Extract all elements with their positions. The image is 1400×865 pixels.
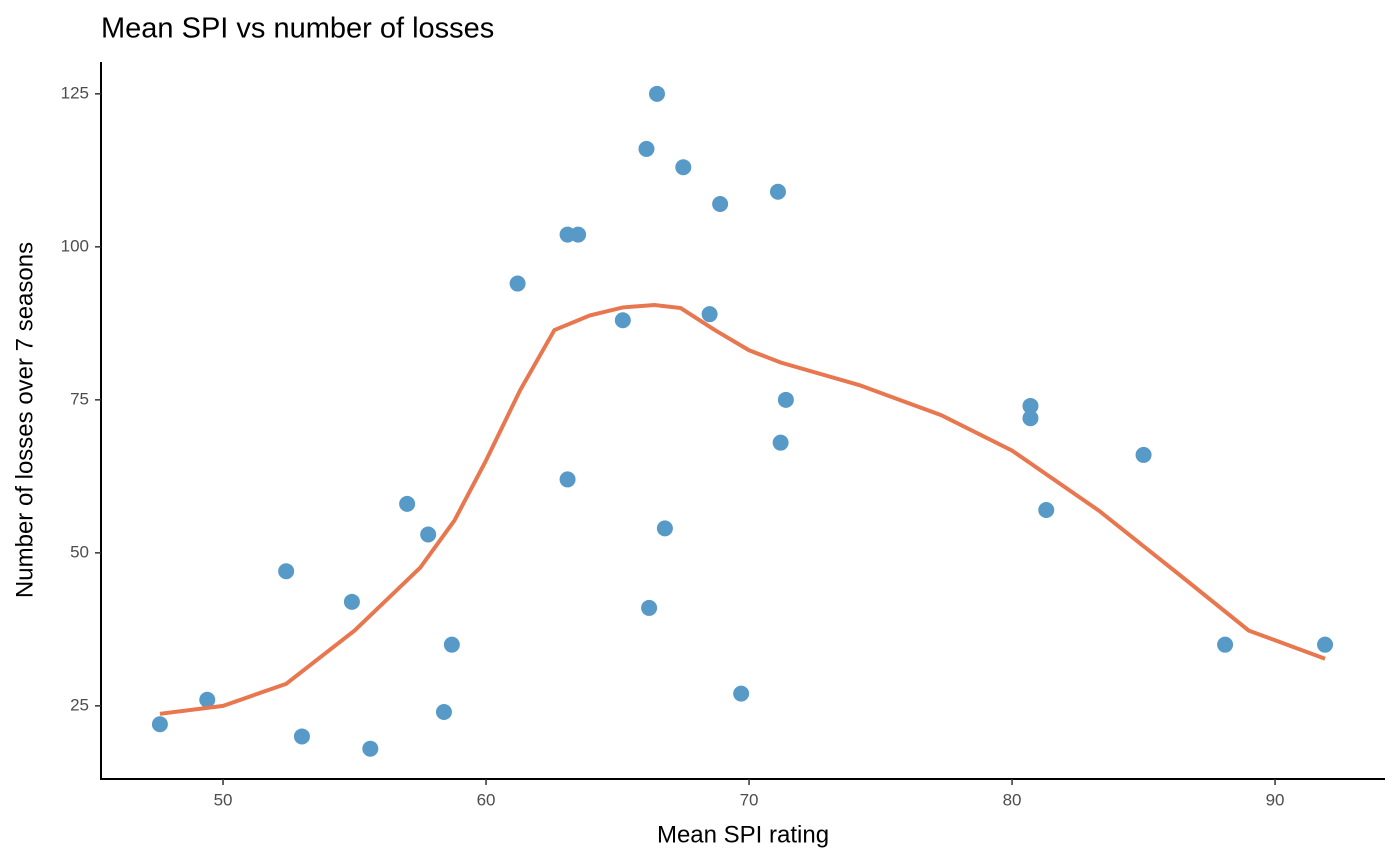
point bbox=[614, 312, 631, 329]
point bbox=[641, 599, 658, 616]
point bbox=[362, 740, 379, 757]
y-tick-label: 50 bbox=[70, 542, 89, 561]
point bbox=[151, 716, 168, 733]
y-axis-label: Number of losses over 7 seasons bbox=[11, 242, 38, 598]
point bbox=[712, 195, 729, 212]
point bbox=[777, 391, 794, 408]
point bbox=[648, 85, 665, 102]
point bbox=[343, 593, 360, 610]
point bbox=[638, 140, 655, 157]
x-tick-label: 80 bbox=[1003, 790, 1022, 809]
point bbox=[559, 471, 576, 488]
point bbox=[509, 275, 526, 292]
point bbox=[1022, 397, 1039, 414]
point bbox=[278, 563, 295, 580]
point bbox=[1135, 446, 1152, 463]
point bbox=[1217, 636, 1234, 653]
point bbox=[570, 226, 587, 243]
point bbox=[656, 520, 673, 537]
point bbox=[733, 685, 750, 702]
point bbox=[769, 183, 786, 200]
point bbox=[701, 306, 718, 323]
x-tick-label: 50 bbox=[214, 790, 233, 809]
x-axis-label: Mean SPI rating bbox=[657, 821, 829, 848]
point bbox=[1038, 502, 1055, 519]
point bbox=[443, 636, 460, 653]
point bbox=[199, 691, 216, 708]
point bbox=[1317, 636, 1334, 653]
point bbox=[772, 434, 789, 451]
trend-line bbox=[159, 302, 1326, 716]
chart-title: Mean SPI vs number of losses bbox=[101, 13, 494, 45]
y-tick-label: 125 bbox=[61, 83, 89, 102]
x-tick-label: 60 bbox=[477, 790, 496, 809]
point bbox=[399, 495, 416, 512]
y-tick-label: 75 bbox=[70, 389, 89, 408]
point bbox=[1022, 410, 1039, 427]
x-tick-label: 70 bbox=[740, 790, 759, 809]
point bbox=[420, 526, 437, 543]
point bbox=[435, 703, 452, 720]
point bbox=[293, 728, 310, 745]
y-tick-label: 25 bbox=[70, 695, 89, 714]
point bbox=[675, 159, 692, 176]
x-tick-label: 90 bbox=[1266, 790, 1285, 809]
y-tick-label: 100 bbox=[61, 236, 89, 255]
